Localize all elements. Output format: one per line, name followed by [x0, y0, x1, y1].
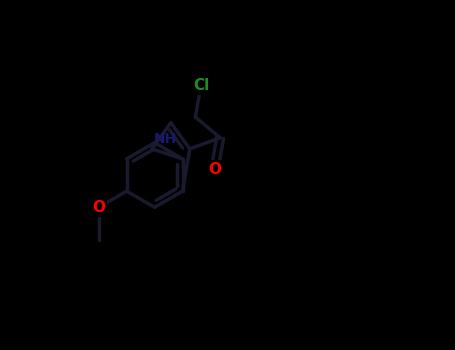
Text: O: O — [92, 200, 105, 215]
Text: Cl: Cl — [193, 78, 209, 93]
Text: O: O — [208, 162, 221, 177]
Text: NH: NH — [154, 132, 177, 146]
